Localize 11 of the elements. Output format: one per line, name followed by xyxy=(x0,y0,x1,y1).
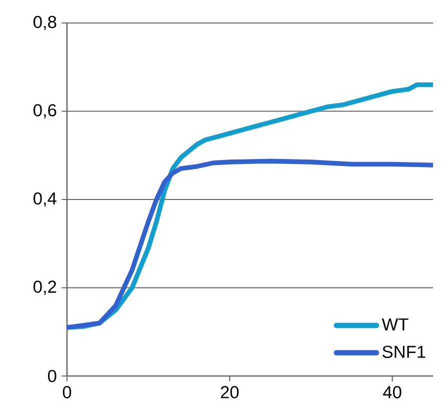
legend-label: SNF1 xyxy=(382,346,426,358)
x-tick-label: 0 xyxy=(62,386,72,398)
x-tick-label: 40 xyxy=(383,386,402,398)
x-tick-label: 20 xyxy=(220,386,239,398)
legend-label: WT xyxy=(382,318,408,330)
y-tick-label: 0 xyxy=(48,370,56,382)
y-tick-label: 0,8 xyxy=(34,16,56,30)
y-tick-label: 0,4 xyxy=(34,192,56,207)
line-series xyxy=(67,158,434,330)
y-tick-label: 0,6 xyxy=(34,104,56,118)
y-tick-label: 0,2 xyxy=(34,280,56,295)
